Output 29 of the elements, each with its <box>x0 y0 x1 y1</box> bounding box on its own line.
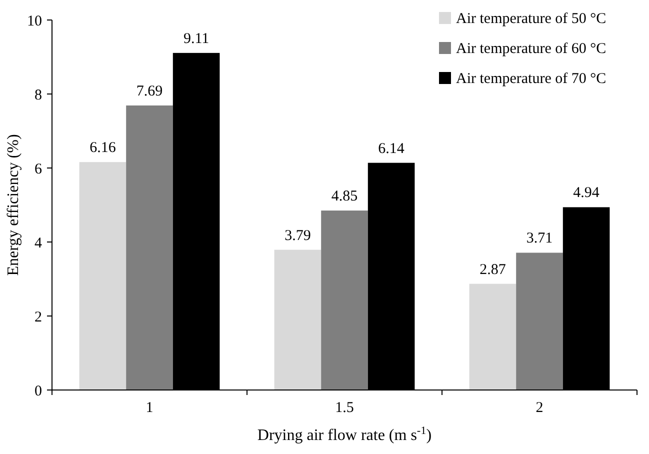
x-axis-title: Drying air flow rate (m s$^{-1}$) <box>257 425 432 444</box>
y-tick-label: 2 <box>34 309 42 326</box>
y-tick-label: 0 <box>34 383 42 400</box>
data-label: 2.87 <box>480 262 506 278</box>
data-label: 9.11 <box>183 30 210 47</box>
bar <box>126 105 173 390</box>
y-tick-label: 10 <box>27 13 42 30</box>
y-tick-label: 4 <box>34 235 42 252</box>
y-tick-label: 8 <box>34 87 42 104</box>
bar <box>516 252 563 390</box>
x-tick-label: 2 <box>536 400 544 416</box>
data-label: 6.16 <box>90 140 116 156</box>
bar <box>469 284 516 390</box>
legend-label: Air temperature of 50 °C <box>456 11 606 27</box>
data-label: 7.69 <box>136 83 163 100</box>
x-tick-label: 1.5 <box>335 400 354 416</box>
data-label: 3.71 <box>526 230 553 247</box>
legend-label: Air temperature of 60 °C <box>456 41 606 57</box>
y-tick-label: 6 <box>34 161 42 178</box>
data-label: 6.14 <box>378 140 405 157</box>
bar <box>79 162 126 390</box>
legend-label: Air temperature of 70 °C <box>456 71 606 87</box>
x-tick-label: 1 <box>146 400 154 416</box>
data-label: 4.85 <box>331 188 358 205</box>
bar <box>274 250 322 390</box>
y-axis-title: Energy efficiency (%) <box>5 134 22 276</box>
data-label: 4.94 <box>573 185 600 202</box>
data-label: 3.79 <box>284 228 311 244</box>
bar <box>321 210 368 390</box>
